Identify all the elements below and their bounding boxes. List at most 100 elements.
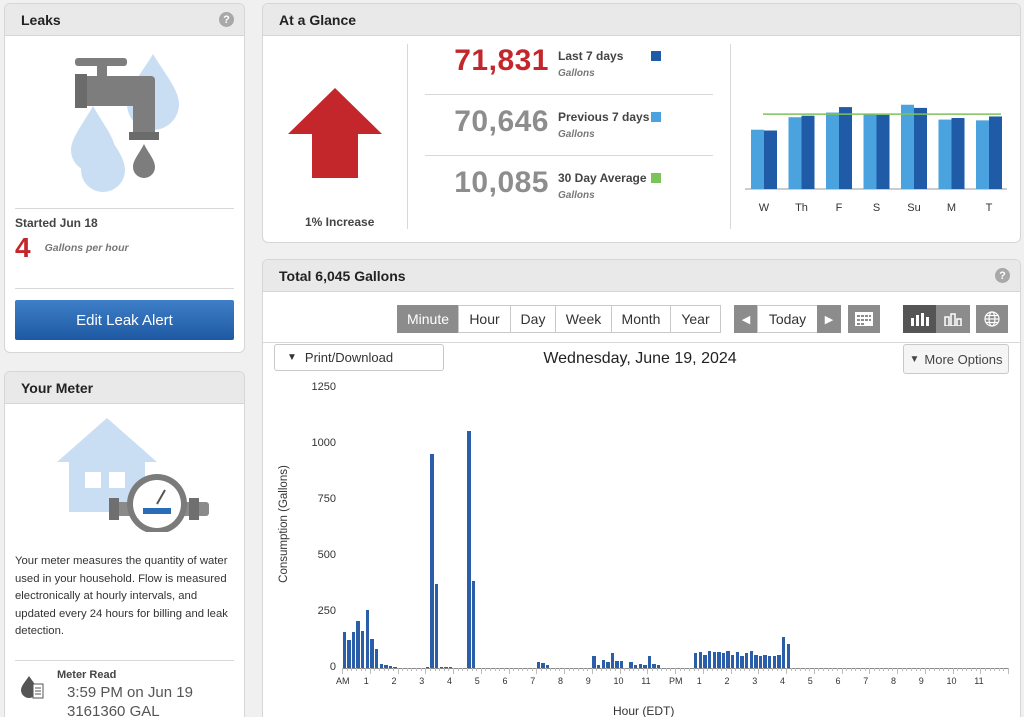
- consumption-bar[interactable]: [615, 661, 619, 668]
- consumption-bar[interactable]: [754, 654, 758, 668]
- consumption-bar[interactable]: [425, 666, 430, 668]
- consumption-bar[interactable]: [379, 663, 383, 668]
- consumption-bar[interactable]: [467, 430, 471, 668]
- consumption-bar[interactable]: [384, 665, 388, 668]
- consumption-bar[interactable]: [536, 662, 541, 668]
- x-tick-mark: [591, 668, 593, 674]
- consumption-bar[interactable]: [633, 664, 638, 668]
- glance-value: 71,831: [454, 44, 549, 77]
- chart-view-button[interactable]: [903, 305, 937, 333]
- calendar-button[interactable]: [848, 305, 880, 333]
- consumption-bar[interactable]: [758, 655, 763, 668]
- compare-view-button[interactable]: [936, 305, 970, 333]
- consumption-bar[interactable]: [694, 653, 698, 668]
- consumption-bar[interactable]: [647, 655, 652, 668]
- consumption-bar[interactable]: [638, 663, 642, 668]
- consumption-bar[interactable]: [601, 660, 605, 668]
- consumption-bar[interactable]: [472, 580, 476, 668]
- tab-year[interactable]: Year: [670, 305, 721, 333]
- glance-title: At a Glance: [279, 11, 357, 28]
- x-tick-mark: [577, 668, 579, 671]
- x-tick-mark: [536, 668, 538, 674]
- consumption-bar[interactable]: [541, 663, 545, 668]
- consumption-bar[interactable]: [592, 655, 596, 668]
- consumption-bar[interactable]: [703, 654, 707, 668]
- consumption-bar[interactable]: [772, 655, 777, 668]
- consumption-bar[interactable]: [435, 584, 439, 668]
- globe-button[interactable]: [976, 305, 1008, 333]
- consumption-bar[interactable]: [731, 654, 735, 668]
- consumption-bar[interactable]: [740, 655, 744, 668]
- consumption-bar[interactable]: [726, 651, 730, 668]
- edit-leak-alert-button[interactable]: Edit Leak Alert: [15, 300, 234, 340]
- tab-hour[interactable]: Hour: [458, 305, 511, 333]
- consumption-bar[interactable]: [786, 644, 790, 668]
- x-tick-mark: [457, 668, 459, 671]
- consumption-bar[interactable]: [374, 648, 379, 668]
- mini-chart-day-label: F: [836, 202, 843, 214]
- consumption-bar[interactable]: [652, 663, 656, 668]
- y-tick-label: 750: [317, 493, 336, 505]
- consumption-bar[interactable]: [444, 666, 448, 668]
- consumption-bar[interactable]: [388, 666, 393, 668]
- x-tick-mark: [809, 668, 811, 671]
- x-tick-mark: [693, 668, 695, 671]
- consumption-bar[interactable]: [777, 654, 781, 668]
- consumption-bar[interactable]: [610, 653, 615, 668]
- consumption-bar[interactable]: [643, 664, 647, 668]
- consumption-bar[interactable]: [749, 651, 753, 668]
- previous-period-button[interactable]: ◀: [734, 305, 758, 333]
- consumption-bar[interactable]: [735, 652, 740, 668]
- x-tick-mark: [494, 668, 496, 671]
- consumption-bar[interactable]: [768, 655, 772, 668]
- consumption-bar[interactable]: [361, 631, 365, 668]
- more-options-button[interactable]: ▼ More Options: [903, 344, 1009, 374]
- x-tick-mark: [795, 668, 797, 671]
- consumption-bar[interactable]: [393, 666, 397, 668]
- compare-chart-icon: [944, 313, 962, 326]
- x-tick-mark: [392, 668, 394, 671]
- consumption-bar[interactable]: [342, 632, 346, 668]
- tab-day[interactable]: Day: [510, 305, 556, 333]
- tab-week[interactable]: Week: [555, 305, 612, 333]
- consumption-bar[interactable]: [657, 664, 661, 668]
- consumption-bar[interactable]: [606, 662, 610, 668]
- help-icon[interactable]: ?: [995, 268, 1010, 283]
- consumption-bar[interactable]: [721, 653, 726, 668]
- x-tick-mark: [522, 668, 524, 671]
- consumption-bar[interactable]: [370, 638, 374, 668]
- tab-month[interactable]: Month: [611, 305, 671, 333]
- consumption-bar[interactable]: [430, 454, 434, 668]
- consumption-bar[interactable]: [763, 654, 767, 668]
- help-icon[interactable]: ?: [219, 12, 234, 27]
- x-tick-mark: [753, 668, 755, 671]
- x-tick-mark: [420, 668, 422, 671]
- consumption-bar[interactable]: [347, 640, 351, 668]
- consumption-bar[interactable]: [717, 652, 721, 668]
- x-tick-mark: [966, 668, 968, 671]
- increase-arrow-icon: [288, 88, 382, 178]
- today-button[interactable]: Today: [757, 305, 818, 333]
- consumption-bar[interactable]: [439, 666, 444, 668]
- consumption-bar[interactable]: [698, 652, 703, 668]
- consumption-bar[interactable]: [744, 653, 749, 668]
- next-period-button[interactable]: ▶: [817, 305, 841, 333]
- consumption-bar[interactable]: [629, 662, 633, 668]
- mini-bar-last: [764, 130, 777, 189]
- tab-minute[interactable]: Minute: [397, 305, 459, 333]
- print-download-button[interactable]: ▼ Print/Download: [274, 344, 444, 371]
- x-tick-mark: [633, 668, 635, 671]
- consumption-bar[interactable]: [707, 651, 712, 668]
- consumption-bar[interactable]: [546, 664, 550, 668]
- consumption-bar[interactable]: [356, 620, 360, 668]
- consumption-bar[interactable]: [781, 636, 786, 668]
- consumption-bar[interactable]: [365, 609, 370, 668]
- consumption-bar[interactable]: [596, 664, 601, 668]
- consumption-bar[interactable]: [448, 666, 453, 668]
- x-tick-mark: [554, 668, 556, 671]
- x-tick-mark: [411, 668, 413, 671]
- consumption-bar[interactable]: [712, 652, 716, 668]
- consumption-bar[interactable]: [351, 632, 356, 668]
- consumption-bar[interactable]: [620, 661, 624, 668]
- x-tick-mark: [342, 668, 343, 674]
